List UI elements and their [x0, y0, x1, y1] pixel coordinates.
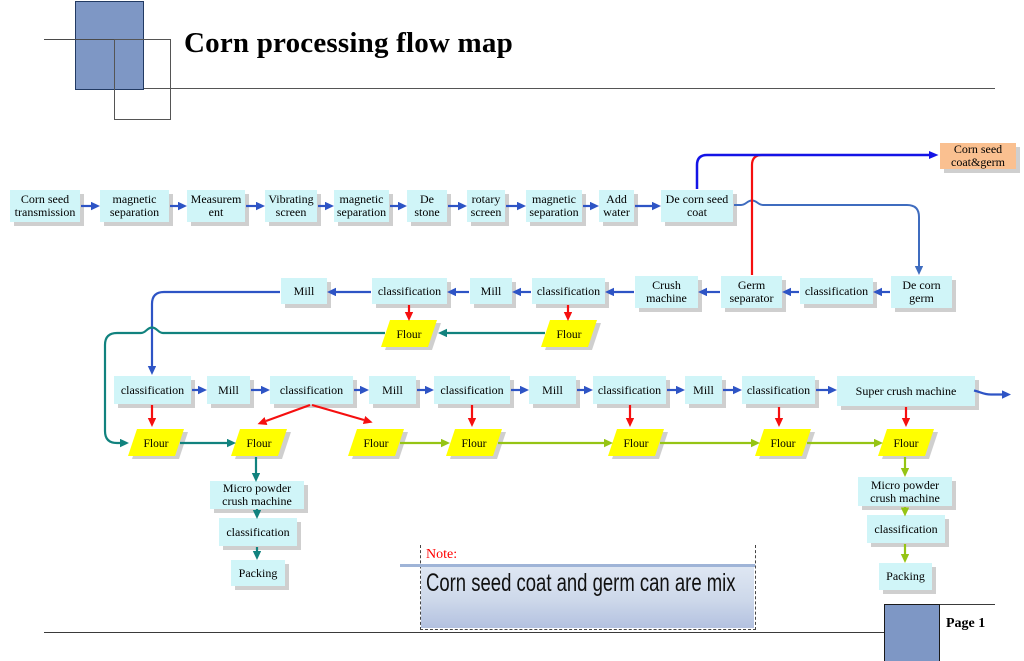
svg-text:Flour: Flour	[364, 438, 389, 450]
svg-text:Flour: Flour	[462, 438, 487, 450]
svg-text:Flour: Flour	[247, 438, 272, 450]
svg-text:Flour: Flour	[624, 438, 649, 450]
svg-text:Flour: Flour	[557, 329, 582, 341]
svg-text:Flour: Flour	[144, 438, 169, 450]
svg-text:Flour: Flour	[397, 329, 422, 341]
svg-text:Flour: Flour	[894, 438, 919, 450]
svg-text:Flour: Flour	[771, 438, 796, 450]
